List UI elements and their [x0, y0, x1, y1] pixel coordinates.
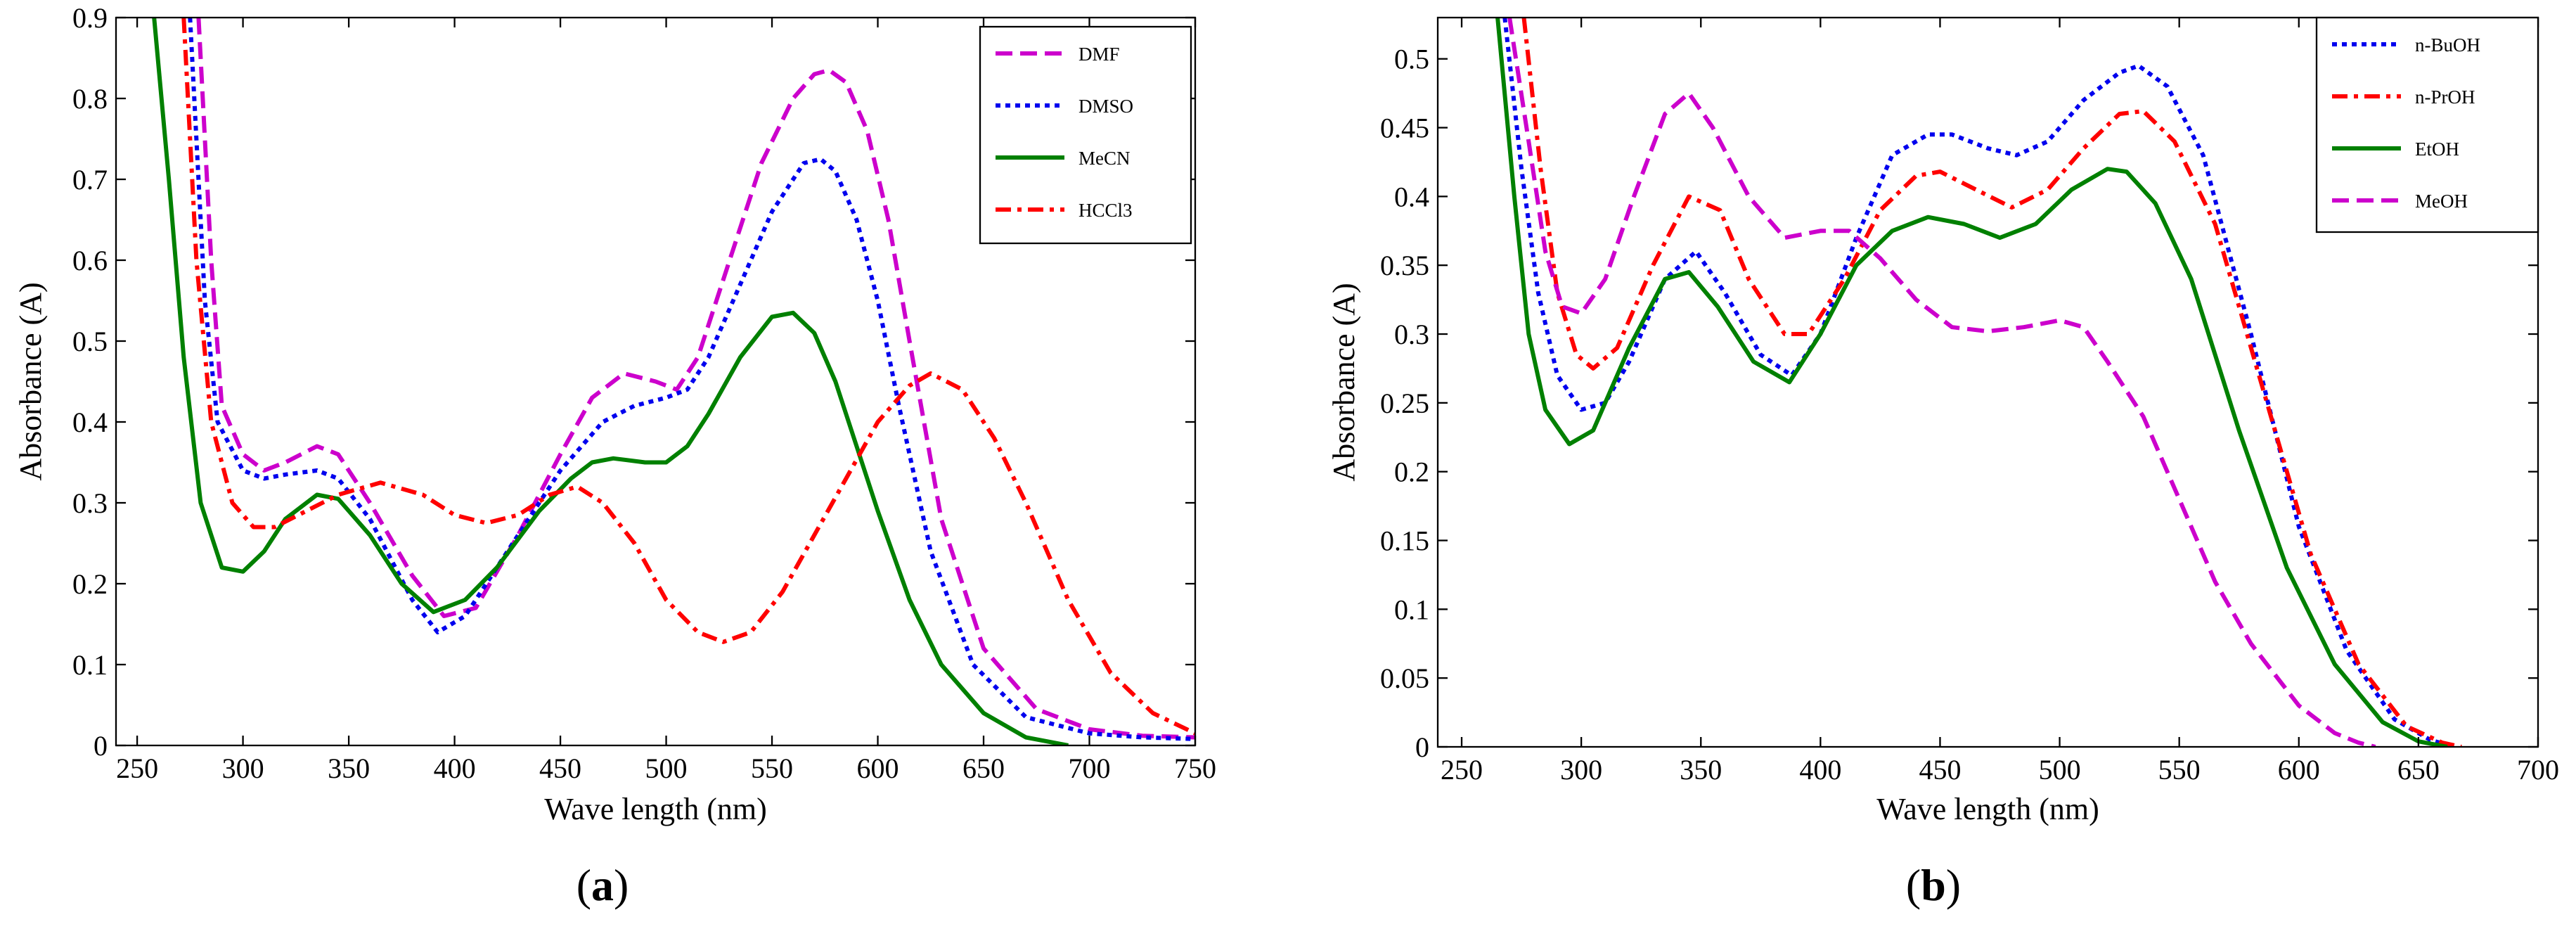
x-tick-label: 400 — [434, 752, 476, 784]
legend: DMF DMSO MeCN HCCl3 — [979, 25, 1192, 245]
x-tick-label: 450 — [1919, 754, 1961, 786]
x-axis-title: Wave length (nm) — [1876, 792, 2099, 826]
legend-box — [2315, 16, 2539, 233]
y-tick-label: 0.45 — [1380, 113, 1429, 144]
y-tick-label: 0.6 — [72, 245, 108, 276]
y-tick-label: 0.7 — [72, 164, 108, 196]
x-tick-label: 550 — [751, 752, 793, 784]
x-tick-label: 500 — [2039, 754, 2081, 786]
x-tick-label: 650 — [2397, 754, 2440, 786]
x-tick-label: 450 — [539, 752, 581, 784]
x-tick-label: 700 — [1069, 752, 1111, 784]
y-tick-label: 0.9 — [72, 2, 108, 34]
y-tick-label: 0.4 — [72, 406, 108, 438]
series-line-n-buoh — [1502, 18, 2455, 747]
y-axis-title: Absorbance (A) — [13, 282, 48, 480]
y-tick-label: 0.3 — [1394, 319, 1429, 350]
y-tick-label: 0.1 — [1394, 594, 1429, 625]
legend-label: HCCl3 — [1078, 200, 1133, 221]
panel-b: 250 300 350 400 450 500 550 600 650 700 0 0.05 0.1 0.… — [1327, 16, 2559, 910]
series-line-dmso — [188, 18, 1195, 741]
series-line-n-proh — [1521, 18, 2462, 747]
y-tick-label: 0 — [1415, 731, 1429, 763]
legend-box — [979, 25, 1192, 245]
y-tick-label: 0.3 — [72, 487, 108, 519]
x-tick-label: 650 — [962, 752, 1005, 784]
legend-label: DMSO — [1078, 96, 1133, 117]
y-tick-label: 0.25 — [1380, 387, 1429, 419]
x-axis-title: Wave length (nm) — [544, 792, 767, 826]
panel-label: (a) — [577, 860, 629, 910]
series-line-mecn — [152, 18, 1069, 745]
x-tick-label: 250 — [116, 752, 158, 784]
plot-frame — [1436, 16, 2539, 748]
y-tick-label: 0.2 — [72, 568, 108, 600]
panel-a: 250 300 350 400 450 500 550 600 650 700 750 0 0.1 0.2… — [13, 2, 1216, 910]
x-tick-label: 600 — [857, 752, 899, 784]
legend-label: EtOH — [2415, 139, 2459, 160]
x-tick-label: 300 — [222, 752, 264, 784]
y-tick-label: 0.5 — [72, 326, 108, 357]
legend-label: DMF — [1078, 44, 1120, 65]
x-tick-label: 400 — [1799, 754, 1841, 786]
x-tick-label: 750 — [1174, 752, 1216, 784]
x-tick-label: 600 — [2278, 754, 2320, 786]
x-tick-label: 700 — [2517, 754, 2559, 786]
y-tick-label: 0.4 — [1394, 181, 1429, 212]
x-tick-label: 550 — [2158, 754, 2201, 786]
series-line-hccl3 — [181, 18, 1195, 736]
y-tick-label: 0.8 — [72, 83, 108, 115]
series-line-meoh — [1507, 18, 2376, 747]
legend-label: MeCN — [1078, 148, 1131, 169]
y-tick-label: 0.5 — [1394, 44, 1429, 75]
y-tick-label: 0 — [94, 730, 108, 762]
y-axis-title: Absorbance (A) — [1327, 283, 1361, 481]
legend: n-BuOH n-PrOH EtOH MeOH — [2315, 16, 2539, 233]
y-tick-label: 0.1 — [72, 649, 108, 681]
legend-label: n-PrOH — [2415, 87, 2475, 108]
x-tick-label: 300 — [1560, 754, 1602, 786]
x-tick-label: 250 — [1441, 754, 1483, 786]
legend-label: MeOH — [2415, 191, 2468, 212]
x-tick-label: 500 — [645, 752, 688, 784]
x-tick-label: 350 — [1680, 754, 1722, 786]
plot-frame — [115, 16, 1197, 747]
panel-label: (b) — [1906, 860, 1961, 910]
y-tick-label: 0.2 — [1394, 456, 1429, 488]
series-line-dmf — [196, 18, 1195, 740]
series-line-etoh — [1495, 18, 2448, 747]
y-tick-label: 0.05 — [1380, 662, 1429, 694]
legend-label: n-BuOH — [2415, 34, 2480, 56]
x-tick-label: 350 — [328, 752, 370, 784]
y-tick-label: 0.35 — [1380, 250, 1429, 281]
y-tick-label: 0.15 — [1380, 525, 1429, 557]
